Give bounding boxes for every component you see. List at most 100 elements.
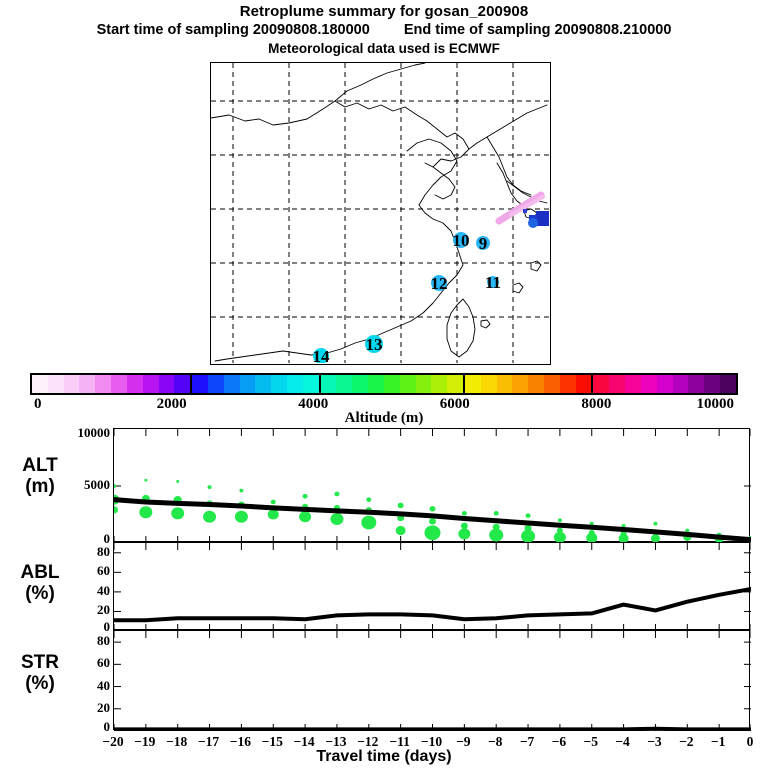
colorbar-segment <box>656 375 673 393</box>
retroplume-map: 9 10 11 12 13 14 <box>210 62 551 365</box>
plume-marker-dot <box>453 232 469 248</box>
x-tick-label: −18 <box>166 734 188 749</box>
colorbar-segment <box>174 375 191 393</box>
colorbar-segment <box>719 375 736 393</box>
title-block: Retroplume summary for gosan_200908 Star… <box>0 2 768 58</box>
colorbar-separator <box>190 375 193 393</box>
x-tick-label: −16 <box>229 734 251 749</box>
scatter-point <box>525 513 531 518</box>
plume-markers: 9 10 11 12 13 14 <box>313 231 501 363</box>
met-data-label: Meteorological data used is ECMWF <box>268 41 500 56</box>
x-tick-label: −7 <box>519 734 535 749</box>
scatter-point <box>424 525 441 541</box>
x-tick-label: 0 <box>746 734 754 749</box>
scatter-point <box>139 506 153 519</box>
scatter-point <box>586 532 598 543</box>
scatter-point <box>489 528 504 542</box>
colorbar-segment <box>142 375 159 393</box>
plume-marker-label: 11 <box>485 273 501 292</box>
y-tick-label: 0 <box>103 619 111 634</box>
colorbar-tick-label: 2000 <box>156 396 187 412</box>
scatter-point <box>176 480 180 483</box>
y-tick-label: 0 <box>103 719 111 734</box>
plume-marker-label: 10 <box>453 231 470 250</box>
scatter-point <box>458 528 471 540</box>
y-tick-label: 5000 <box>84 477 110 492</box>
scatter-point <box>650 534 660 543</box>
scatter-point <box>114 484 116 488</box>
scatter-point <box>621 524 626 528</box>
scatter-point <box>330 513 344 526</box>
colorbar-segment <box>559 375 576 393</box>
altitude-colorbar <box>30 373 738 395</box>
y-tick-label: 60 <box>97 563 110 579</box>
scatter-point <box>461 511 467 516</box>
abl-label-line2: (%) <box>25 583 55 604</box>
colorbar-segment <box>575 375 592 393</box>
x-tick-marks <box>114 631 751 731</box>
x-tick-label: −4 <box>615 734 630 749</box>
colorbar-segment <box>704 375 720 393</box>
colorbar-tick-label: 6000 <box>439 396 470 412</box>
x-tick-label: −19 <box>134 734 156 749</box>
colorbar-segment <box>544 375 560 393</box>
scatter-point <box>557 518 562 523</box>
y-tick-label: 60 <box>97 655 110 671</box>
colorbar-segment <box>383 375 400 393</box>
colorbar-segment <box>352 375 369 393</box>
y-tick-marks <box>114 552 751 612</box>
scatter-point <box>234 510 248 523</box>
alt-label-line2: (m) <box>25 476 55 497</box>
str-panel-label: STR (%) <box>2 652 78 694</box>
start-time-label: Start time of sampling 20090808.180000 <box>96 22 370 38</box>
scatter-point <box>302 493 308 499</box>
scatter-point <box>524 524 532 532</box>
plume-marker-dot <box>431 275 447 291</box>
colorbar-tick-labels: 0 2000 4000 6000 8000 10000 <box>0 396 768 412</box>
scatter-point <box>460 522 468 530</box>
colorbar-segment <box>415 375 432 393</box>
scatter-point <box>589 521 594 526</box>
scatter-point <box>207 485 212 489</box>
plume-marker-dot <box>313 348 329 363</box>
colorbar-segment <box>287 375 303 393</box>
scatter-point <box>114 506 118 514</box>
x-tick-label: −11 <box>389 734 410 749</box>
scatter-point <box>203 510 217 523</box>
colorbar-title: Altitude (m) <box>344 410 424 426</box>
colorbar-tick-label: 8000 <box>581 396 612 412</box>
colorbar-segment <box>609 375 626 393</box>
colorbar-segment <box>480 375 497 393</box>
scatter-point <box>239 488 244 493</box>
alt-panel <box>113 428 751 543</box>
colorbar-separator <box>318 375 321 393</box>
plume-marker-label: 13 <box>366 335 383 354</box>
colorbar-segment <box>399 375 416 393</box>
x-tick-label: −8 <box>487 734 503 749</box>
colorbar-segment <box>47 375 64 393</box>
colorbar-segment <box>32 375 48 393</box>
colorbar-separator <box>591 375 594 393</box>
x-tick-label: −14 <box>293 734 315 749</box>
map-gridlines <box>211 63 549 363</box>
plume-marker-dot <box>476 236 490 250</box>
colorbar-segment <box>447 375 463 393</box>
colorbar-separator <box>462 375 465 393</box>
scatter-point <box>685 528 690 533</box>
plume-streak <box>495 191 545 225</box>
y-tick-label: 0 <box>103 531 111 546</box>
colorbar-segment <box>672 375 689 393</box>
colorbar-segment <box>126 375 143 393</box>
y-tick-label: 80 <box>97 543 110 559</box>
y-tick-label: 20 <box>97 699 110 715</box>
scatter-point <box>366 497 372 502</box>
scatter-point <box>553 531 566 543</box>
colorbar-segment <box>79 375 96 393</box>
alt-panel-label: ALT (m) <box>2 455 78 497</box>
colorbar-tick-label: 4000 <box>298 396 329 412</box>
plume-marker-label: 9 <box>479 234 488 253</box>
str-plot-canvas <box>114 631 751 731</box>
str-trend-line <box>114 726 751 731</box>
colorbar-segment <box>255 375 272 393</box>
y-tick-marks <box>114 641 751 710</box>
